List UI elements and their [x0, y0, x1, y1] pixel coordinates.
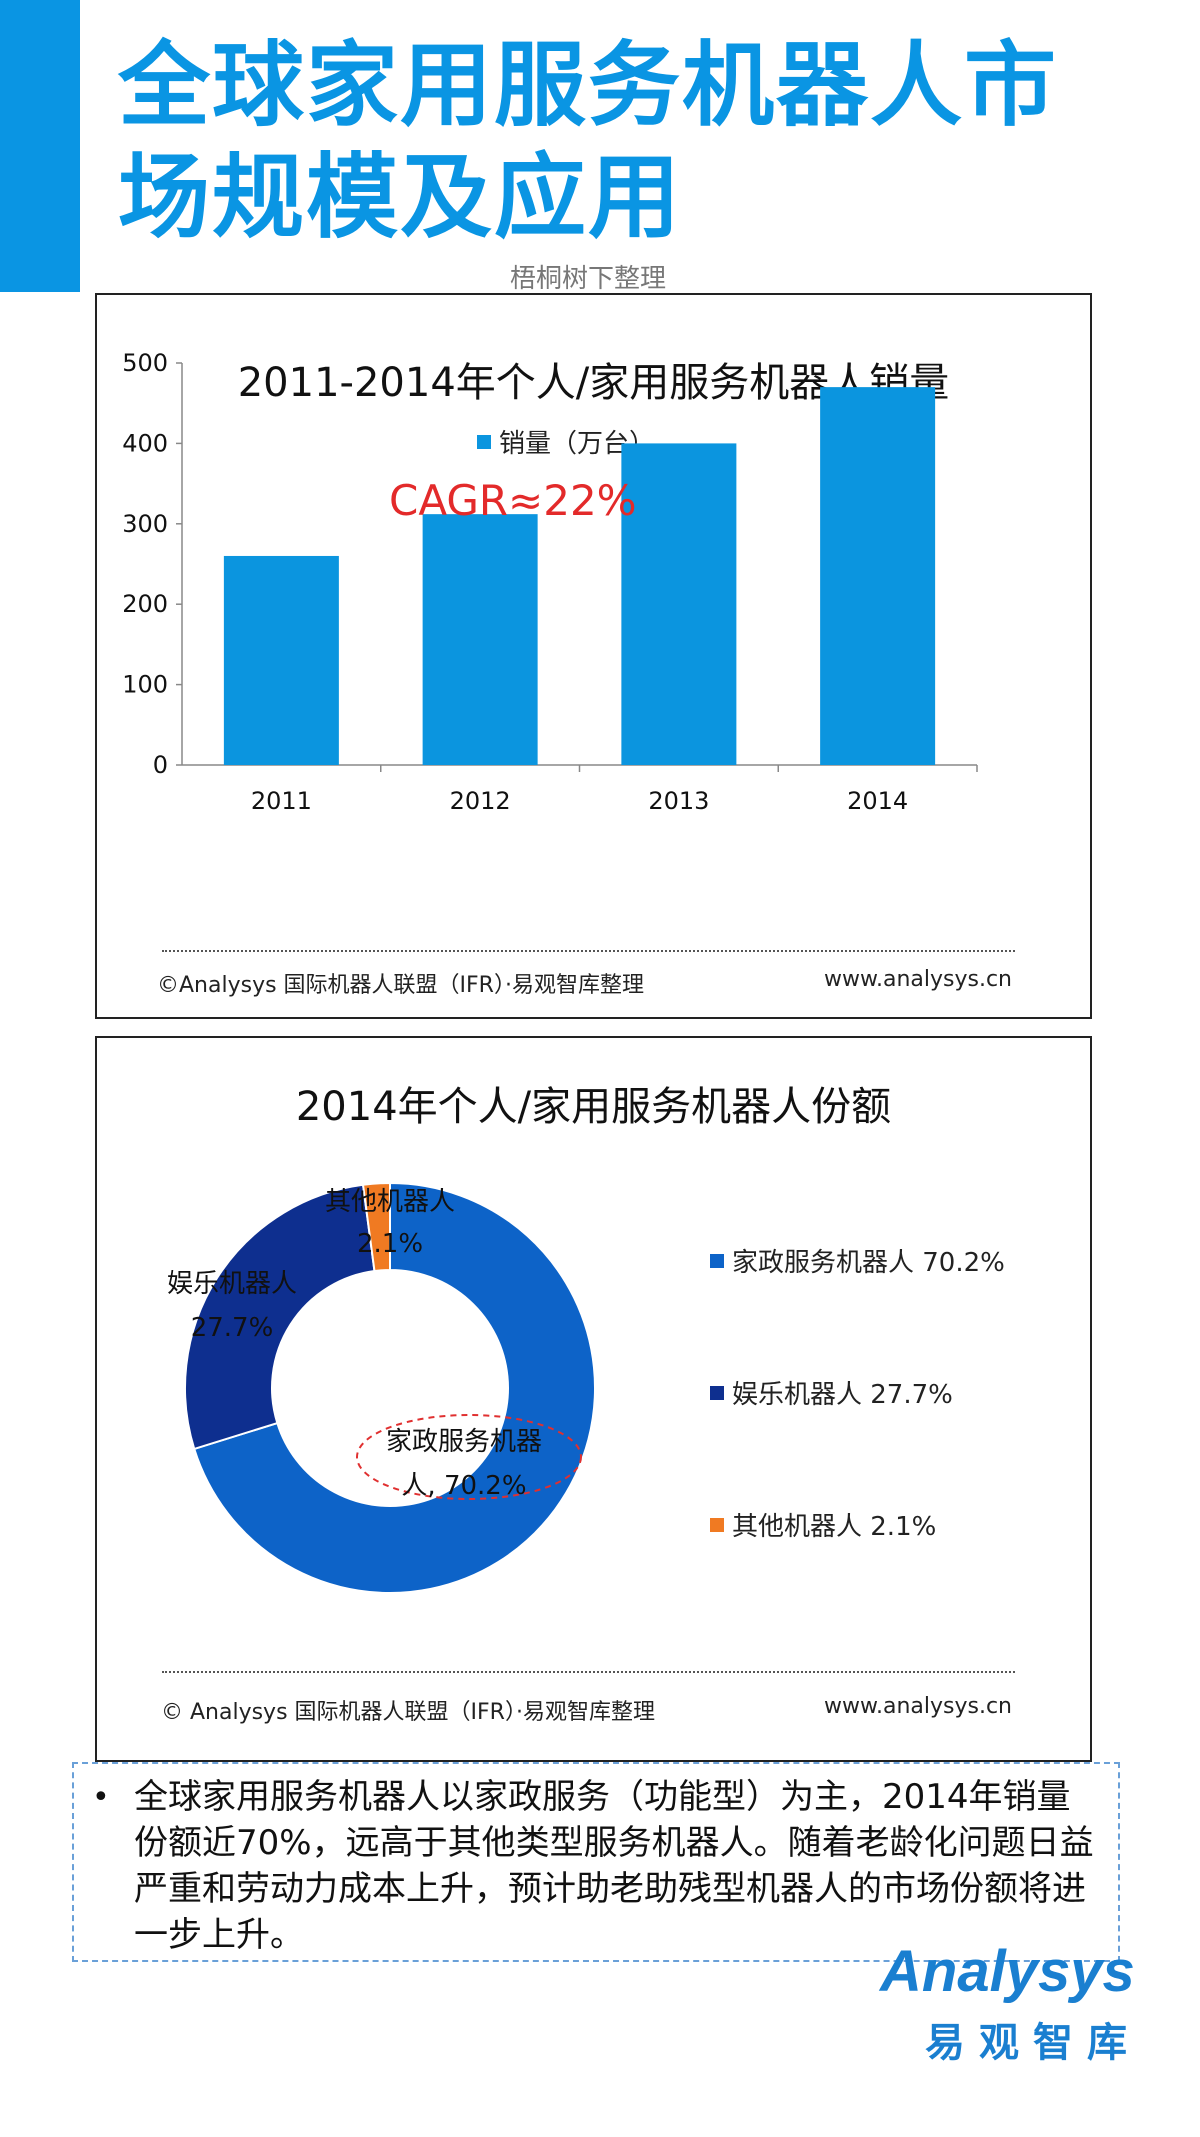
y-tick-label: 300 [122, 510, 168, 538]
summary-note: • 全球家用服务机器人以家政服务（功能型）为主，2014年销量份额近70%，远高… [72, 1762, 1120, 1962]
donut-data-label-value: 人, 70.2% [401, 1471, 526, 1501]
x-tick-label: 2011 [251, 787, 312, 815]
cagr-annotation: CAGR≈22% [389, 476, 637, 525]
donut-legend-item-entertainment: 娱乐机器人 27.7% [710, 1374, 953, 1411]
donut-data-label-value: 2.1% [357, 1229, 423, 1259]
donut-chart: 家政服务机器人, 70.2% 娱乐机器人 27.7% 其他机器人 2.1% [167, 1181, 596, 1594]
donut-slice-2 [361, 1181, 391, 1273]
note-bullet: • [92, 1780, 110, 1815]
bar-2014 [820, 387, 936, 765]
x-tick-label: 2013 [648, 787, 709, 815]
page-subtitle: 梧桐树下整理 [510, 264, 667, 294]
bar-2012 [422, 514, 538, 765]
bar-chart: 0 100 200 300 400 500 2011 2012 2013 2014 CAGR≈22% [122, 349, 978, 815]
bar-2013 [621, 443, 737, 765]
bar-chart-url: www.analysys.cn [824, 967, 1012, 992]
y-tick-label: 400 [122, 429, 168, 457]
bar-chart-separator [162, 950, 1015, 952]
bar-chart-panel: 2011-2014年个人/家用服务机器人销量 销量（万台） 0 100 200 300… [95, 293, 1092, 1019]
donut-legend-label-entertainment: 娱乐机器人 27.7% [732, 1380, 953, 1410]
analysys-logo-cn: 易观智库 [925, 2020, 1141, 2066]
donut-chart-panel: 2014年个人/家用服务机器人份额 家政服务机器 人, 70.2% 娱乐机器人 27.… [95, 1036, 1092, 1762]
bar-chart-source: ©Analysys 国际机器人联盟（IFR）·易观智库整理 [157, 973, 644, 998]
y-tick-label: 200 [122, 590, 168, 618]
donut-data-label-value: 27.7% [191, 1313, 274, 1343]
x-tick-label: 2012 [450, 787, 511, 815]
donut-legend-swatch-entertainment [710, 1385, 724, 1400]
note-text: 全球家用服务机器人以家政服务（功能型）为主，2014年销量份额近70%，远高于其… [134, 1777, 1094, 1955]
donut-legend-swatch-other [710, 1517, 724, 1532]
donut-chart-source: © Analysys 国际机器人联盟（IFR）·易观智库整理 [161, 1700, 655, 1725]
analysys-logo: Analysys [880, 1939, 1135, 2004]
donut-data-label: 娱乐机器人 [167, 1269, 297, 1299]
donut-chart-title: 2014年个人/家用服务机器人份额 [295, 1084, 892, 1130]
bar-legend-swatch [477, 434, 491, 449]
donut-legend-item-household: 家政服务机器人 70.2% [710, 1242, 1005, 1279]
y-tick-label: 100 [122, 671, 168, 699]
donut-legend-swatch-household [710, 1253, 724, 1268]
donut-legend-item-other: 其他机器人 2.1% [710, 1506, 936, 1543]
x-tick-label: 2014 [847, 787, 908, 815]
y-tick-label: 0 [153, 751, 168, 779]
donut-slice-1 [184, 1183, 376, 1451]
accent-bar [0, 0, 80, 292]
donut-legend-label-household: 家政服务机器人 70.2% [732, 1248, 1005, 1278]
y-tick-label: 500 [122, 349, 168, 377]
donut-legend-label-other: 其他机器人 2.1% [732, 1512, 937, 1542]
highlight-ellipse [356, 1414, 582, 1500]
donut-data-label: 家政服务机器 [386, 1427, 542, 1457]
donut-data-label: 其他机器人 [325, 1187, 455, 1217]
donut-chart-separator [162, 1671, 1015, 1673]
donut-chart-url: www.analysys.cn [824, 1694, 1012, 1719]
page-title: 全球家用服务机器人市场规模及应用 [118, 32, 1059, 251]
donut-slice-0 [192, 1181, 596, 1594]
bar-2011 [223, 555, 339, 765]
